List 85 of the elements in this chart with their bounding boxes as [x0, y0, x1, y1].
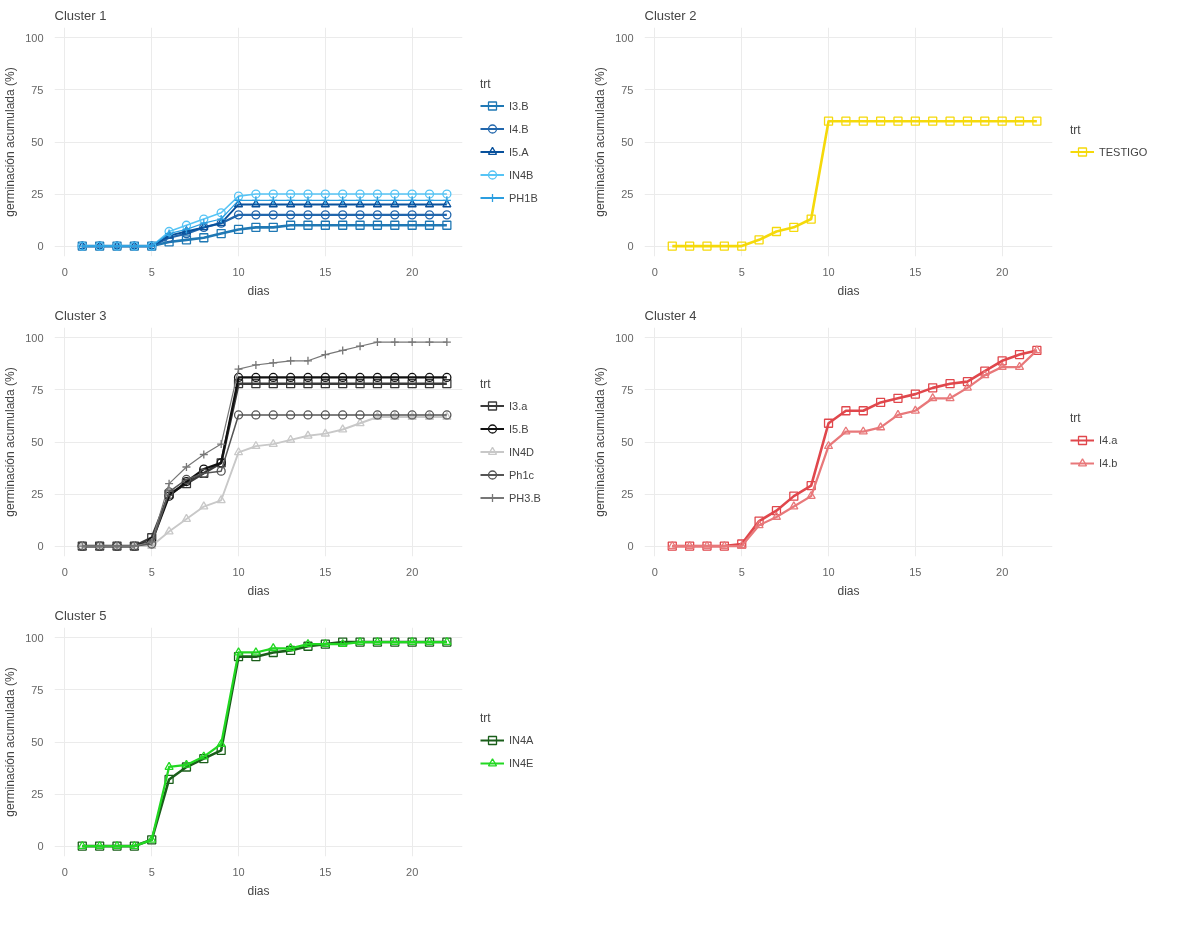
x-tick-label: 10: [232, 265, 245, 278]
x-tick-label: 20: [996, 265, 1009, 278]
y-tick-label: 50: [621, 136, 634, 148]
legend-label: PH3.B: [509, 491, 541, 503]
x-tick-label: 0: [651, 565, 658, 578]
y-tick-label: 75: [31, 83, 44, 96]
legend-label: PH1B: [509, 191, 538, 203]
y-tick-label: 50: [621, 436, 634, 448]
y-tick-label: 25: [621, 188, 634, 201]
x-tick-label: 5: [148, 265, 155, 278]
legend-label: I4.b: [1099, 456, 1119, 469]
x-tick-label: 10: [822, 565, 835, 578]
y-tick-label: 25: [31, 788, 44, 801]
y-tick-label: 100: [25, 631, 44, 644]
x-tick-label: 0: [61, 865, 68, 878]
x-tick-label: 15: [319, 865, 332, 878]
x-tick-label: 5: [738, 565, 745, 578]
y-tick-label: 100: [615, 331, 634, 344]
y-axis-title: germinación acumulada (%): [593, 67, 608, 217]
y-axis-title: germinación acumulada (%): [3, 367, 18, 517]
legend-title: trt: [1070, 122, 1082, 136]
y-tick-label: 0: [37, 840, 44, 853]
legend-label: I3.a: [509, 399, 529, 411]
y-axis-title: germinación acumulada (%): [3, 67, 18, 217]
y-tick-label: 100: [25, 31, 44, 44]
y-tick-label: 0: [37, 240, 44, 253]
y-tick-label: 0: [627, 240, 634, 253]
legend-label: I3.B: [509, 99, 529, 111]
chart-title: Cluster 2: [644, 7, 697, 23]
legend-label: TESTIGO: [1099, 145, 1148, 157]
legend-label: Ph1c: [509, 468, 535, 480]
legend-label: IN4B: [509, 168, 534, 180]
x-tick-label: 0: [61, 265, 68, 278]
y-tick-label: 75: [31, 683, 44, 696]
legend-label: I4.a: [1099, 433, 1119, 446]
legend-label: I4.B: [509, 122, 529, 134]
chart-title: Cluster 5: [54, 607, 107, 623]
x-tick-label: 10: [822, 265, 835, 278]
x-tick-label: 5: [148, 565, 155, 578]
x-axis-title: dias: [837, 283, 860, 298]
x-tick-label: 20: [406, 865, 419, 878]
legend-title: trt: [1070, 410, 1082, 425]
x-tick-label: 20: [996, 565, 1009, 578]
legend-label: IN4D: [509, 445, 535, 457]
y-tick-label: 0: [627, 540, 634, 553]
legend-title: trt: [480, 76, 492, 90]
legend-title: trt: [480, 710, 492, 725]
legend-label: IN4E: [509, 756, 534, 769]
legend-title: trt: [480, 376, 492, 390]
x-tick-label: 10: [232, 565, 245, 578]
y-tick-label: 75: [621, 83, 634, 96]
x-tick-label: 10: [232, 865, 245, 878]
y-tick-label: 100: [25, 331, 44, 344]
y-tick-label: 100: [615, 31, 634, 44]
x-tick-label: 15: [319, 565, 332, 578]
x-tick-label: 20: [406, 565, 419, 578]
x-axis-title: dias: [247, 283, 270, 298]
x-tick-label: 20: [406, 265, 419, 278]
chart-title: Cluster 1: [54, 7, 107, 23]
y-tick-label: 50: [31, 136, 44, 148]
chart-title: Cluster 4: [644, 307, 697, 323]
y-tick-label: 25: [621, 488, 634, 501]
x-tick-label: 15: [909, 565, 922, 578]
x-tick-label: 0: [651, 265, 658, 278]
y-tick-label: 25: [31, 488, 44, 501]
x-tick-label: 15: [909, 265, 922, 278]
x-axis-title: dias: [247, 883, 270, 898]
y-axis-title: germinación acumulada (%): [3, 667, 18, 817]
y-tick-label: 0: [37, 540, 44, 553]
x-tick-label: 5: [738, 265, 745, 278]
y-tick-label: 50: [31, 436, 44, 448]
y-tick-label: 50: [31, 736, 44, 748]
chart-title: Cluster 3: [54, 307, 107, 323]
legend-label: I5.A: [509, 145, 529, 157]
y-tick-label: 25: [31, 188, 44, 201]
y-tick-label: 75: [31, 383, 44, 396]
x-tick-label: 15: [319, 265, 332, 278]
y-tick-label: 75: [621, 383, 634, 396]
x-axis-title: dias: [247, 583, 270, 598]
legend-label: IN4A: [509, 733, 534, 746]
x-tick-label: 5: [148, 865, 155, 878]
y-axis-title: germinación acumulada (%): [593, 367, 608, 517]
x-tick-label: 0: [61, 565, 68, 578]
x-axis-title: dias: [837, 583, 860, 598]
legend-label: I5.B: [509, 422, 529, 434]
